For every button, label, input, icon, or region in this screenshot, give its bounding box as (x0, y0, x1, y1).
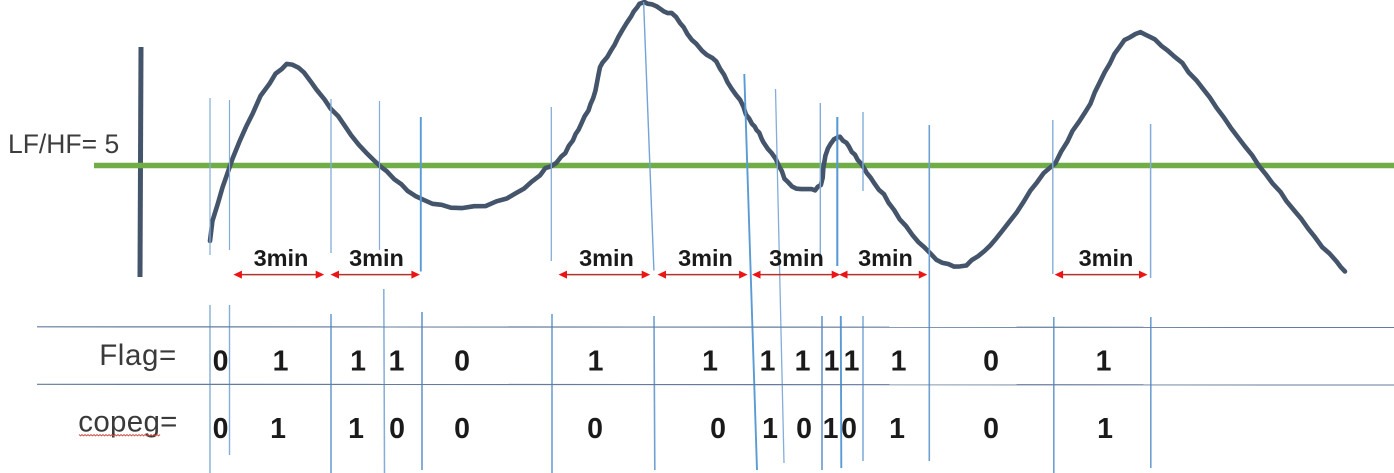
svg-text:3min: 3min (769, 245, 824, 271)
svg-text:0: 0 (213, 346, 229, 378)
svg-text:0: 0 (983, 413, 999, 445)
svg-text:3min: 3min (579, 245, 634, 271)
svg-text:3min: 3min (1079, 245, 1134, 271)
svg-text:0: 0 (389, 413, 405, 445)
svg-text:0: 0 (710, 413, 726, 445)
svg-text:1: 1 (795, 346, 811, 378)
svg-text:1: 1 (350, 346, 366, 378)
svg-text:0: 0 (213, 413, 229, 445)
svg-text:0: 0 (983, 346, 999, 378)
svg-text:1: 1 (760, 346, 776, 378)
svg-text:1: 1 (823, 413, 839, 445)
svg-text:copeg=: copeg= (78, 406, 177, 439)
svg-text:Flag=: Flag= (99, 339, 177, 372)
svg-text:1: 1 (702, 346, 718, 378)
svg-text:1: 1 (891, 346, 907, 378)
svg-text:3min: 3min (349, 245, 404, 271)
svg-text:1: 1 (1096, 346, 1112, 378)
svg-text:1: 1 (824, 346, 840, 378)
svg-text:1: 1 (1097, 413, 1113, 445)
svg-text:1: 1 (889, 413, 905, 445)
svg-text:1: 1 (844, 346, 860, 378)
svg-text:1: 1 (273, 346, 289, 378)
svg-text:3min: 3min (254, 245, 309, 271)
svg-text:0: 0 (841, 413, 857, 445)
svg-text:0: 0 (796, 413, 812, 445)
svg-text:LF/HF= 5: LF/HF= 5 (8, 129, 119, 159)
svg-text:1: 1 (762, 413, 778, 445)
svg-text:0: 0 (454, 346, 470, 378)
svg-text:3min: 3min (678, 245, 733, 271)
svg-text:1: 1 (270, 413, 286, 445)
svg-text:1: 1 (389, 346, 405, 378)
svg-text:1: 1 (588, 346, 604, 378)
svg-text:0: 0 (454, 413, 470, 445)
svg-text:1: 1 (348, 413, 364, 445)
svg-text:0: 0 (587, 413, 603, 445)
svg-text:3min: 3min (858, 245, 913, 271)
